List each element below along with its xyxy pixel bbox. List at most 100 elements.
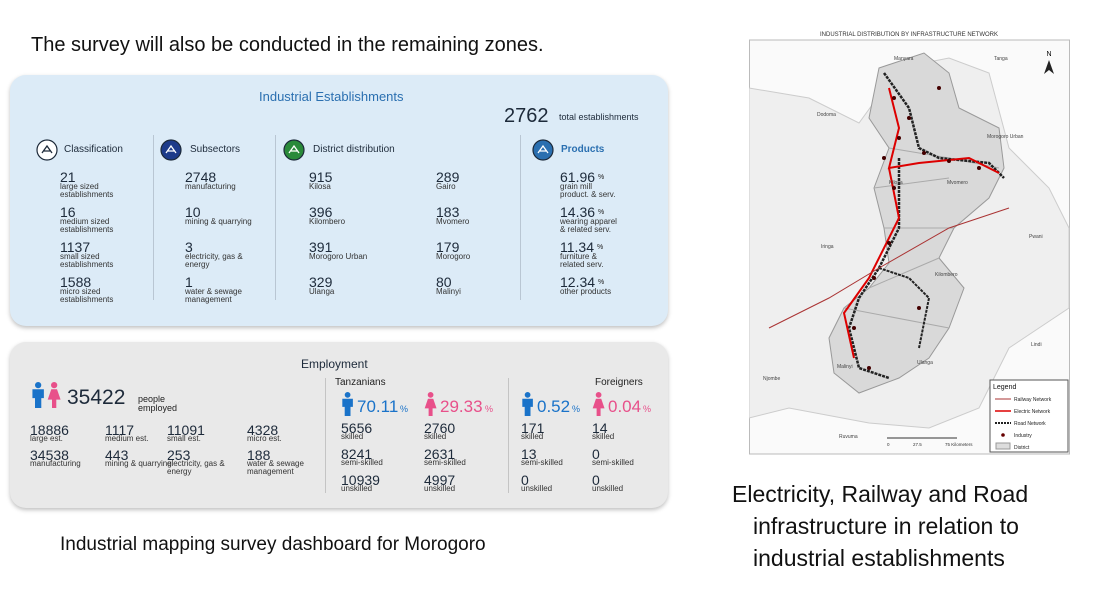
stat-unit: % — [597, 244, 604, 251]
skill-value: 5656 — [341, 420, 373, 436]
stat-label: medium sized establishments — [60, 217, 114, 234]
panel-title: Employment — [301, 357, 368, 371]
section-title: Products — [561, 144, 605, 155]
share-value: 0.04 — [608, 397, 642, 416]
legend-label: Road Network — [1014, 421, 1046, 427]
skill-value: 8241 — [341, 446, 373, 462]
stat-value: 11.34 — [560, 239, 594, 255]
place-label: Kilombero — [935, 272, 958, 278]
map: INDUSTRIAL DISTRIBUTION BY INFRASTRUCTUR… — [749, 32, 1070, 455]
stat-unit: % — [598, 209, 605, 216]
stat-unit: % — [598, 279, 605, 286]
skill-label: unskilled — [521, 484, 553, 493]
district-label: Ulanga — [309, 287, 335, 296]
head — [524, 392, 531, 398]
north-arrow — [1044, 60, 1054, 74]
icon-glyph — [165, 144, 177, 154]
employment-value: 4328 — [247, 422, 279, 438]
female-icon — [424, 392, 437, 416]
stat-label: mining & quarrying — [185, 217, 252, 226]
total-label: people employed — [138, 394, 178, 413]
stat-label: micro sized establishments — [60, 287, 114, 304]
district-value: 80 — [436, 274, 452, 290]
morogoro-region — [828, 52, 1005, 394]
icon-circle — [283, 139, 305, 161]
legend-box — [989, 379, 1069, 453]
body — [522, 398, 533, 416]
district-label: Kilombero — [309, 217, 346, 226]
place-label: Tanga — [994, 56, 1008, 62]
map-caption: infrastructure in relation to — [753, 513, 1019, 539]
skill-label: semi-skilled — [592, 458, 634, 467]
skill-label: skilled — [592, 432, 615, 441]
group-title: Tanzanians — [335, 377, 386, 388]
section-icon — [160, 139, 182, 161]
stat-label: water & sewage management — [185, 287, 242, 304]
map-caption: industrial establishments — [753, 545, 1005, 571]
stat-value: 21 — [60, 169, 76, 185]
place-label: Kilosa — [889, 180, 903, 186]
place-label: Mvomero — [947, 180, 968, 186]
district-value: 391 — [309, 239, 333, 255]
legend-label: Railway Network — [1014, 397, 1052, 403]
skill-value: 10939 — [341, 472, 380, 488]
electric-line — [887, 87, 1000, 174]
body — [424, 398, 437, 416]
icon-circle — [36, 139, 58, 161]
stat-value: 14.36 — [560, 204, 596, 220]
icon-circle — [160, 139, 182, 161]
employment-label: micro est. — [247, 434, 282, 443]
male-icon — [32, 382, 44, 408]
skill-label: unskilled — [424, 484, 456, 493]
employment-value: 1117 — [105, 422, 135, 438]
stat-label: manufacturing — [185, 182, 236, 191]
district-value: 329 — [309, 274, 333, 290]
stat-value: 1 — [185, 274, 193, 290]
district-label: Kilosa — [309, 182, 331, 191]
employment-label: mining & quarrying — [105, 459, 172, 468]
head — [51, 382, 58, 389]
legend-label: District — [1014, 445, 1030, 451]
male-icon — [522, 392, 533, 416]
road — [882, 72, 1005, 179]
district-label: Mvomero — [436, 217, 470, 226]
icon-glyph — [288, 144, 300, 154]
stat-unit: % — [598, 174, 605, 181]
district-label: Gairo — [436, 182, 456, 191]
stat-value: 1137 — [60, 239, 91, 255]
district-value: 183 — [436, 204, 460, 220]
skill-label: semi-skilled — [341, 458, 383, 467]
district-value: 179 — [436, 239, 460, 255]
north-label: N — [1046, 51, 1051, 58]
map-caption: Electricity, Railway and Road — [732, 481, 1029, 507]
skill-value: 0 — [521, 472, 529, 488]
section-icon — [532, 139, 554, 161]
stat-value: 10 — [185, 204, 201, 220]
scale-label: 27.5 — [913, 442, 922, 447]
share-unit: % — [643, 404, 652, 414]
place-label: Morogoro Urban — [987, 134, 1024, 140]
divider — [520, 135, 521, 300]
stat-label: electricity, gas & energy — [185, 252, 243, 269]
legend-swatch — [995, 442, 1011, 450]
skill-label: semi-skilled — [424, 458, 466, 467]
stat-label: large sized establishments — [60, 182, 114, 199]
place-label: Malinyi — [837, 364, 853, 370]
stat-label: other products — [560, 287, 612, 296]
skill-label: skilled — [424, 432, 447, 441]
skill-value: 0 — [592, 472, 600, 488]
stat-label: wearing apparel & related serv. — [560, 217, 617, 234]
employment-value: 443 — [105, 447, 129, 463]
place-label: Iringa — [821, 244, 834, 250]
employment-value: 188 — [247, 447, 271, 463]
share-unit: % — [572, 404, 581, 414]
skill-value: 13 — [521, 446, 537, 462]
share-value: 29.33 — [440, 397, 483, 416]
stat-label: furniture & related serv. — [560, 252, 604, 269]
place-label: Lindi — [1031, 342, 1042, 348]
divider — [153, 135, 154, 300]
icon-circle — [532, 139, 554, 161]
divider — [325, 378, 326, 493]
female-icon — [47, 382, 61, 408]
